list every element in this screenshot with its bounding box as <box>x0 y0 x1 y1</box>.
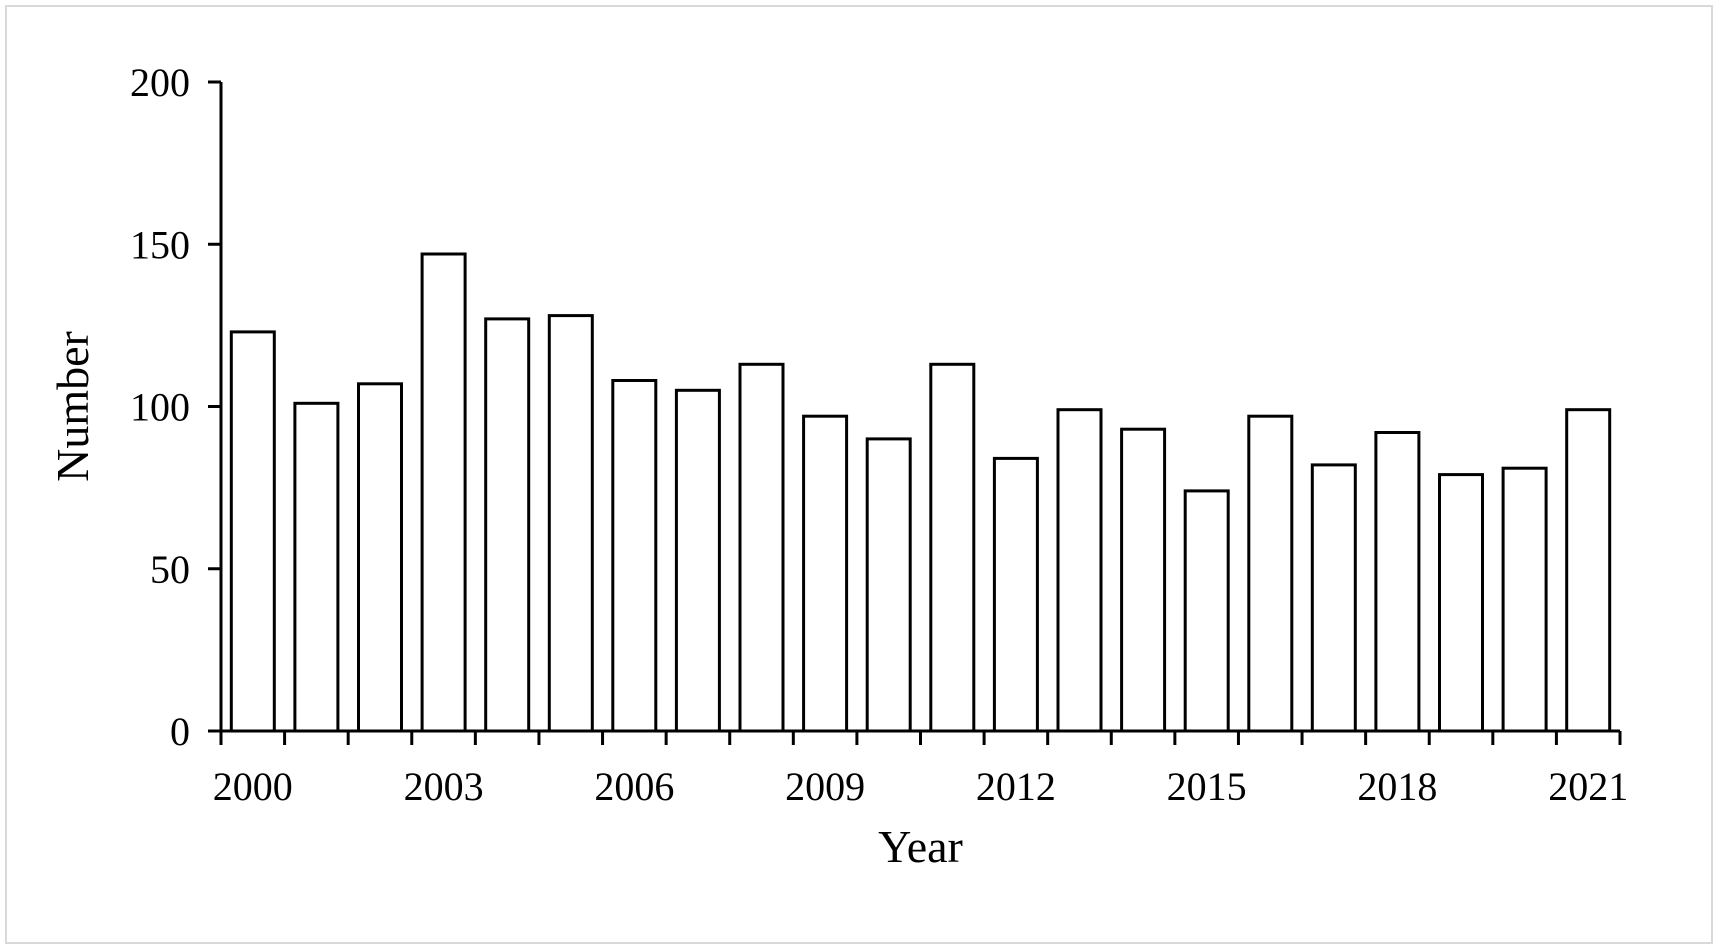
bar-2005 <box>547 314 594 733</box>
x-tick-label-2006: 2006 <box>594 764 674 809</box>
bar-2002 <box>357 382 403 733</box>
y-tick-label-150: 150 <box>130 222 190 267</box>
bar-2018 <box>1374 431 1421 733</box>
bar-2007 <box>674 388 721 733</box>
bar-2003 <box>420 252 467 733</box>
bar-2015 <box>1183 489 1230 733</box>
bar-2020 <box>1501 466 1548 733</box>
bar-2012 <box>992 456 1039 733</box>
bars-group <box>229 252 1612 733</box>
bar-2011 <box>929 362 976 733</box>
bar-2017 <box>1310 463 1357 733</box>
x-tick-label-2015: 2015 <box>1167 764 1247 809</box>
x-tick-label-2018: 2018 <box>1357 764 1437 809</box>
bar-2013 <box>1056 408 1103 733</box>
y-axis-title: Number <box>47 331 98 482</box>
x-tick-label-2012: 2012 <box>976 764 1056 809</box>
bar-2014 <box>1120 427 1167 733</box>
x-axis-ticks: 2000 2003 2006 2009 2012 2015 2018 2021 <box>213 731 1628 809</box>
x-tick-label-2000: 2000 <box>213 764 293 809</box>
bar-2000 <box>229 330 276 733</box>
bar-2006 <box>611 379 658 733</box>
y-axis-ticks: 0 50 100 150 200 <box>130 60 221 754</box>
y-tick-label-100: 100 <box>130 385 190 430</box>
bar-2001 <box>293 401 340 733</box>
bar-2004 <box>484 317 531 733</box>
bar-2016 <box>1247 414 1294 733</box>
y-tick-label-50: 50 <box>150 547 190 592</box>
x-tick-label-2009: 2009 <box>785 764 865 809</box>
bar-2021 <box>1565 408 1612 733</box>
bar-2019 <box>1438 473 1484 733</box>
bar-2009 <box>802 414 849 733</box>
chart-frame <box>5 5 1713 944</box>
x-axis-title: Year <box>878 821 963 872</box>
x-tick-label-2003: 2003 <box>404 764 484 809</box>
x-tick-label-2021: 2021 <box>1548 764 1628 809</box>
bar-2008 <box>738 362 785 733</box>
y-tick-label-200: 200 <box>130 60 190 105</box>
y-tick-label-0: 0 <box>170 709 190 754</box>
bar-2010 <box>865 437 912 733</box>
